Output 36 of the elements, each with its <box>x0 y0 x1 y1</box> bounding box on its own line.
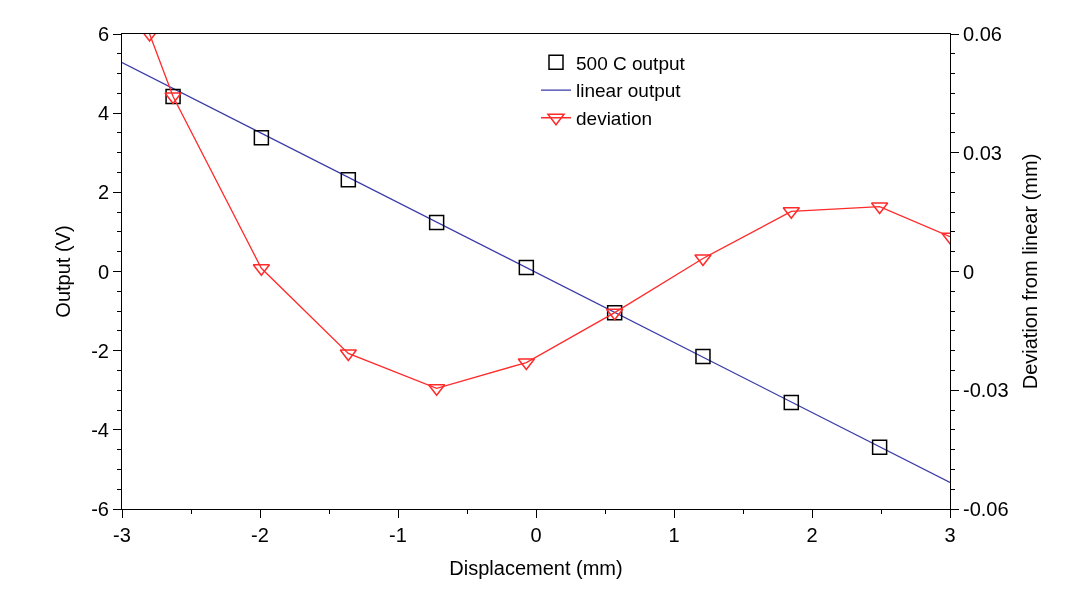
y-tick-label: -2 <box>91 339 109 362</box>
y-tick-label: 0 <box>97 260 109 283</box>
y-tick-label: -4 <box>91 418 109 441</box>
point <box>340 171 357 188</box>
point <box>165 88 181 105</box>
x-axis-title: Displacement (mm) <box>449 556 623 579</box>
point <box>518 259 535 276</box>
point <box>783 394 800 411</box>
y-tick-label: -6 <box>91 498 109 520</box>
x-tick-label: -3 <box>113 524 131 546</box>
y2-tick-label: -0.03 <box>963 379 1009 402</box>
y2-tick-label: 0 <box>963 260 975 283</box>
y-tick-label: 2 <box>97 181 109 204</box>
point <box>695 348 711 365</box>
point <box>606 304 623 321</box>
y2-tick-label: 0.06 <box>963 23 1002 45</box>
x-tick-label: 3 <box>944 524 956 546</box>
x-tick-label: 0 <box>530 524 542 546</box>
legend-label: deviation <box>576 108 653 130</box>
y2-tick-label: 0.03 <box>963 141 1002 164</box>
x-tick-label: -2 <box>251 524 269 546</box>
legend-label: 500 C output <box>576 52 686 74</box>
y2-tick-label: -0.06 <box>963 498 1009 520</box>
x-tick-label: -1 <box>389 524 407 546</box>
y-axis-title: Output (V) <box>51 225 74 318</box>
point <box>694 254 712 267</box>
x-tick-label: 2 <box>806 524 818 546</box>
x-tick-label: 1 <box>668 524 680 546</box>
point <box>164 92 182 105</box>
y-tick-label: 4 <box>97 102 109 125</box>
point <box>871 439 888 455</box>
point <box>253 129 270 146</box>
y-tick-label: 6 <box>97 23 109 45</box>
legend-label: linear output <box>576 80 682 102</box>
point <box>428 214 445 231</box>
y2-axis-title: Deviation from linear (mm) <box>1019 153 1042 390</box>
